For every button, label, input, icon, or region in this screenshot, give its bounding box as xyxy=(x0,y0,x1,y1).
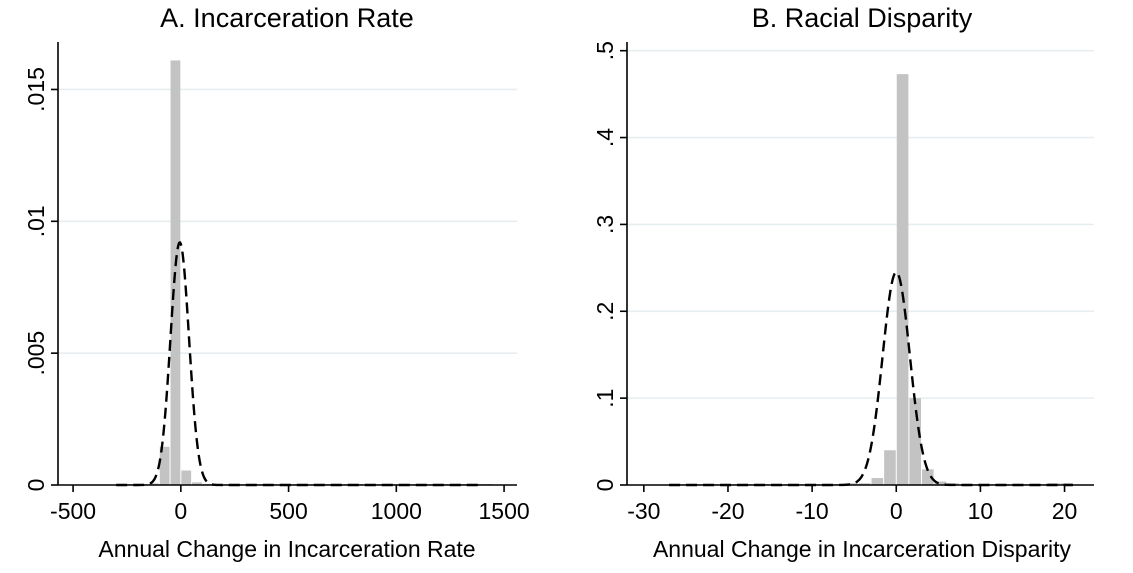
panel-b-y-tick-label: .1 xyxy=(592,389,618,408)
panel-a-histogram-bar xyxy=(181,470,192,485)
panel-a-x-tick-label: 1500 xyxy=(478,498,529,524)
panel-b-y-ticks: 0 .1 .2 .3 .4 .5 xyxy=(592,41,627,491)
panel-b-y-tick-label: 0 xyxy=(592,479,618,492)
panel-b-x-ticks: -30 -20 -10 0 10 20 xyxy=(627,485,1077,524)
panel-a-x-ticks: -500 0 500 1000 1500 xyxy=(50,485,530,524)
panel-a-y-tick-label: .015 xyxy=(23,67,49,112)
panel-a-title: A. Incarceration Rate xyxy=(160,3,414,33)
panel-a-x-tick-label: -500 xyxy=(50,498,96,524)
panel-a-y-tick-label: 0 xyxy=(23,479,49,492)
panel-b-histogram-bar xyxy=(896,74,909,485)
panel-a-x-tick-label: 0 xyxy=(174,498,187,524)
panel-b-x-axis-label: Annual Change in Incarceration Disparity xyxy=(653,536,1072,562)
panel-b-histogram-bar xyxy=(846,483,858,485)
panel-a-y-tick-label: .005 xyxy=(23,331,49,376)
panel-a-x-tick-label: 500 xyxy=(269,498,307,524)
panel-b-y-tick-label: .2 xyxy=(592,302,618,321)
panel-b-y-tick-label: .5 xyxy=(592,41,618,60)
panel-a-x-tick-label: 1000 xyxy=(371,498,422,524)
panel-b-bars xyxy=(669,74,1073,485)
panel-b-histogram-bar xyxy=(934,481,947,485)
panel-b-y-tick-label: .4 xyxy=(592,128,618,147)
panel-a-histogram-bar xyxy=(159,446,170,485)
panel-b-density-curve xyxy=(669,270,1073,487)
panel-b-histogram-bar xyxy=(871,478,884,485)
panel-a-gridlines xyxy=(58,88,517,354)
panel-b-x-tick-label: 0 xyxy=(890,498,903,524)
panel-b-axes xyxy=(626,42,1094,486)
panel-b-x-tick-label: 10 xyxy=(968,498,994,524)
panel-a-bars xyxy=(116,60,493,485)
panel-b-x-tick-label: -20 xyxy=(711,498,744,524)
panel-b-histogram-bar xyxy=(884,450,896,485)
panel-a-y-tick-label: .01 xyxy=(23,205,49,237)
panel-b-histogram-bar xyxy=(922,469,934,485)
panel-b-gridlines xyxy=(627,49,1094,399)
panel-b-y-tick-label: .3 xyxy=(592,215,618,234)
panel-b-x-tick-label: -10 xyxy=(795,498,828,524)
panel-a-histogram-bar xyxy=(192,482,202,485)
panel-b-x-tick-label: -30 xyxy=(627,498,660,524)
panel-b-x-tick-label: 20 xyxy=(1052,498,1078,524)
panel-b: B. Racial Disparity 0 .1 .2 .3 .4 .5 -30 -20 -1… xyxy=(592,3,1094,562)
panel-b-histogram-bar xyxy=(909,398,922,485)
panel-a: A. Incarceration Rate 0.005.01.015 -500 0… xyxy=(23,3,530,562)
panel-a-x-axis-label: Annual Change in Incarceration Rate xyxy=(98,536,475,562)
panel-b-histogram-bar xyxy=(858,483,871,485)
panel-b-title: B. Racial Disparity xyxy=(752,3,973,33)
panel-a-y-ticks: 0 .005 .01 .015 xyxy=(23,67,58,491)
panel-a-axes xyxy=(57,42,517,486)
